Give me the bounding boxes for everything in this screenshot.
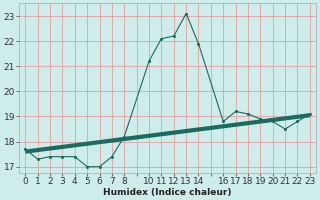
X-axis label: Humidex (Indice chaleur): Humidex (Indice chaleur) <box>103 188 232 197</box>
